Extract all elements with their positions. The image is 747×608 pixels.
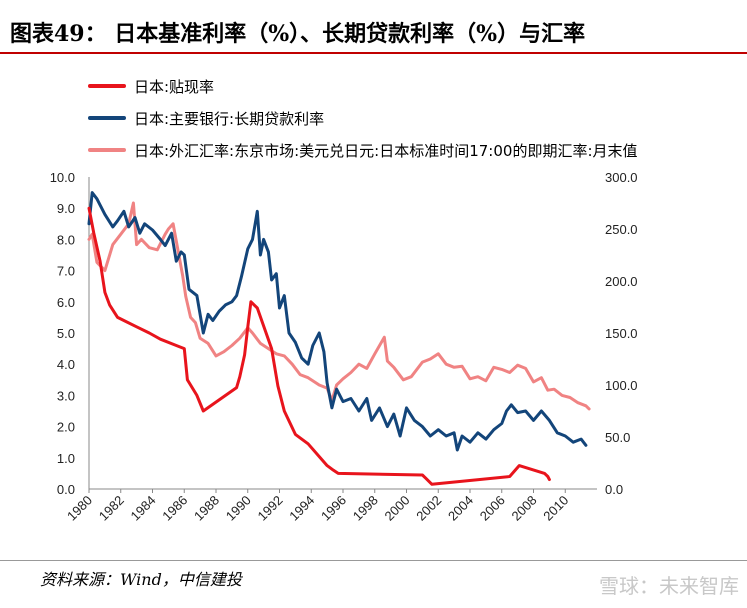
y-left-tick-label: 7.0 <box>57 264 75 279</box>
title-rule <box>0 52 747 54</box>
legend-item: 日本:贴现率 <box>88 70 638 102</box>
x-tick-label: 1984 <box>128 493 159 524</box>
series-line-1 <box>87 191 588 452</box>
footer-rule <box>0 560 747 561</box>
x-tick-label: 1996 <box>318 493 349 524</box>
legend-swatch <box>88 116 126 120</box>
x-tick-label: 1994 <box>286 493 317 524</box>
x-tick-label: 2000 <box>382 493 413 524</box>
y-left-tick-label: 0.0 <box>57 482 75 497</box>
y-left-tick-label: 3.0 <box>57 388 75 403</box>
x-tick-label: 1998 <box>350 493 381 524</box>
x-tick-label: 1988 <box>191 493 222 524</box>
x-tick-label: 2002 <box>413 493 444 524</box>
y-right-tick-label: 250.0 <box>605 222 638 237</box>
page-title: 图表49： 日本基准利率（%）、长期贷款利率（%）与汇率 <box>10 21 586 47</box>
y-left-tick-label: 4.0 <box>57 357 75 372</box>
legend-swatch <box>88 148 126 152</box>
y-right-tick-label: 150.0 <box>605 326 638 341</box>
y-left-tick-label: 9.0 <box>57 201 75 216</box>
y-left-tick-label: 8.0 <box>57 232 75 247</box>
y-left-tick-label: 10.0 <box>50 170 75 185</box>
y-left-tick-label: 1.0 <box>57 451 75 466</box>
legend-swatch <box>88 84 126 88</box>
legend-label: 日本:贴现率 <box>134 77 215 96</box>
x-tick-label: 1990 <box>223 493 254 524</box>
y-left-tick-label: 2.0 <box>57 420 75 435</box>
x-tick-label: 2010 <box>540 493 571 524</box>
legend-item: 日本:外汇汇率:东京市场:美元兑日元:日本标准时间17:00的即期汇率:月末值 <box>88 134 638 166</box>
y-right-tick-label: 100.0 <box>605 378 638 393</box>
legend-label: 日本:主要银行:长期贷款利率 <box>134 109 325 128</box>
y-right-tick-label: 0.0 <box>605 482 623 497</box>
y-right-tick-label: 300.0 <box>605 170 638 185</box>
source-note: 资料来源：Wind，中信建投 <box>40 570 242 589</box>
chart: 0.0 1.0 2.0 3.0 4.0 5.0 6.0 7.0 8.0 9.0 10.0 0.0 50.… <box>50 170 638 524</box>
y-right-tick-label: 200.0 <box>605 274 638 289</box>
x-tick-label: 1986 <box>159 493 190 524</box>
legend-item: 日本:主要银行:长期贷款利率 <box>88 102 638 134</box>
x-tick-label: 2008 <box>509 493 540 524</box>
series-line-2 <box>87 201 591 411</box>
y-left-tick-label: 6.0 <box>57 295 75 310</box>
chart-series <box>87 191 591 486</box>
x-tick-label: 1992 <box>255 493 286 524</box>
y-left-tick-label: 5.0 <box>57 326 75 341</box>
legend-label: 日本:外汇汇率:东京市场:美元兑日元:日本标准时间17:00的即期汇率:月末值 <box>134 141 638 160</box>
y-right-tick-label: 50.0 <box>605 430 630 445</box>
x-tick-label: 2006 <box>477 493 508 524</box>
chart-legend: 日本:贴现率日本:主要银行:长期贷款利率日本:外汇汇率:东京市场:美元兑日元:日… <box>88 70 638 166</box>
x-tick-label: 1980 <box>64 493 95 524</box>
x-tick-label: 1982 <box>96 493 127 524</box>
x-tick-label: 2004 <box>445 493 476 524</box>
series-line-0 <box>87 206 551 486</box>
watermark: 雪球：未来智库 <box>599 574 739 598</box>
